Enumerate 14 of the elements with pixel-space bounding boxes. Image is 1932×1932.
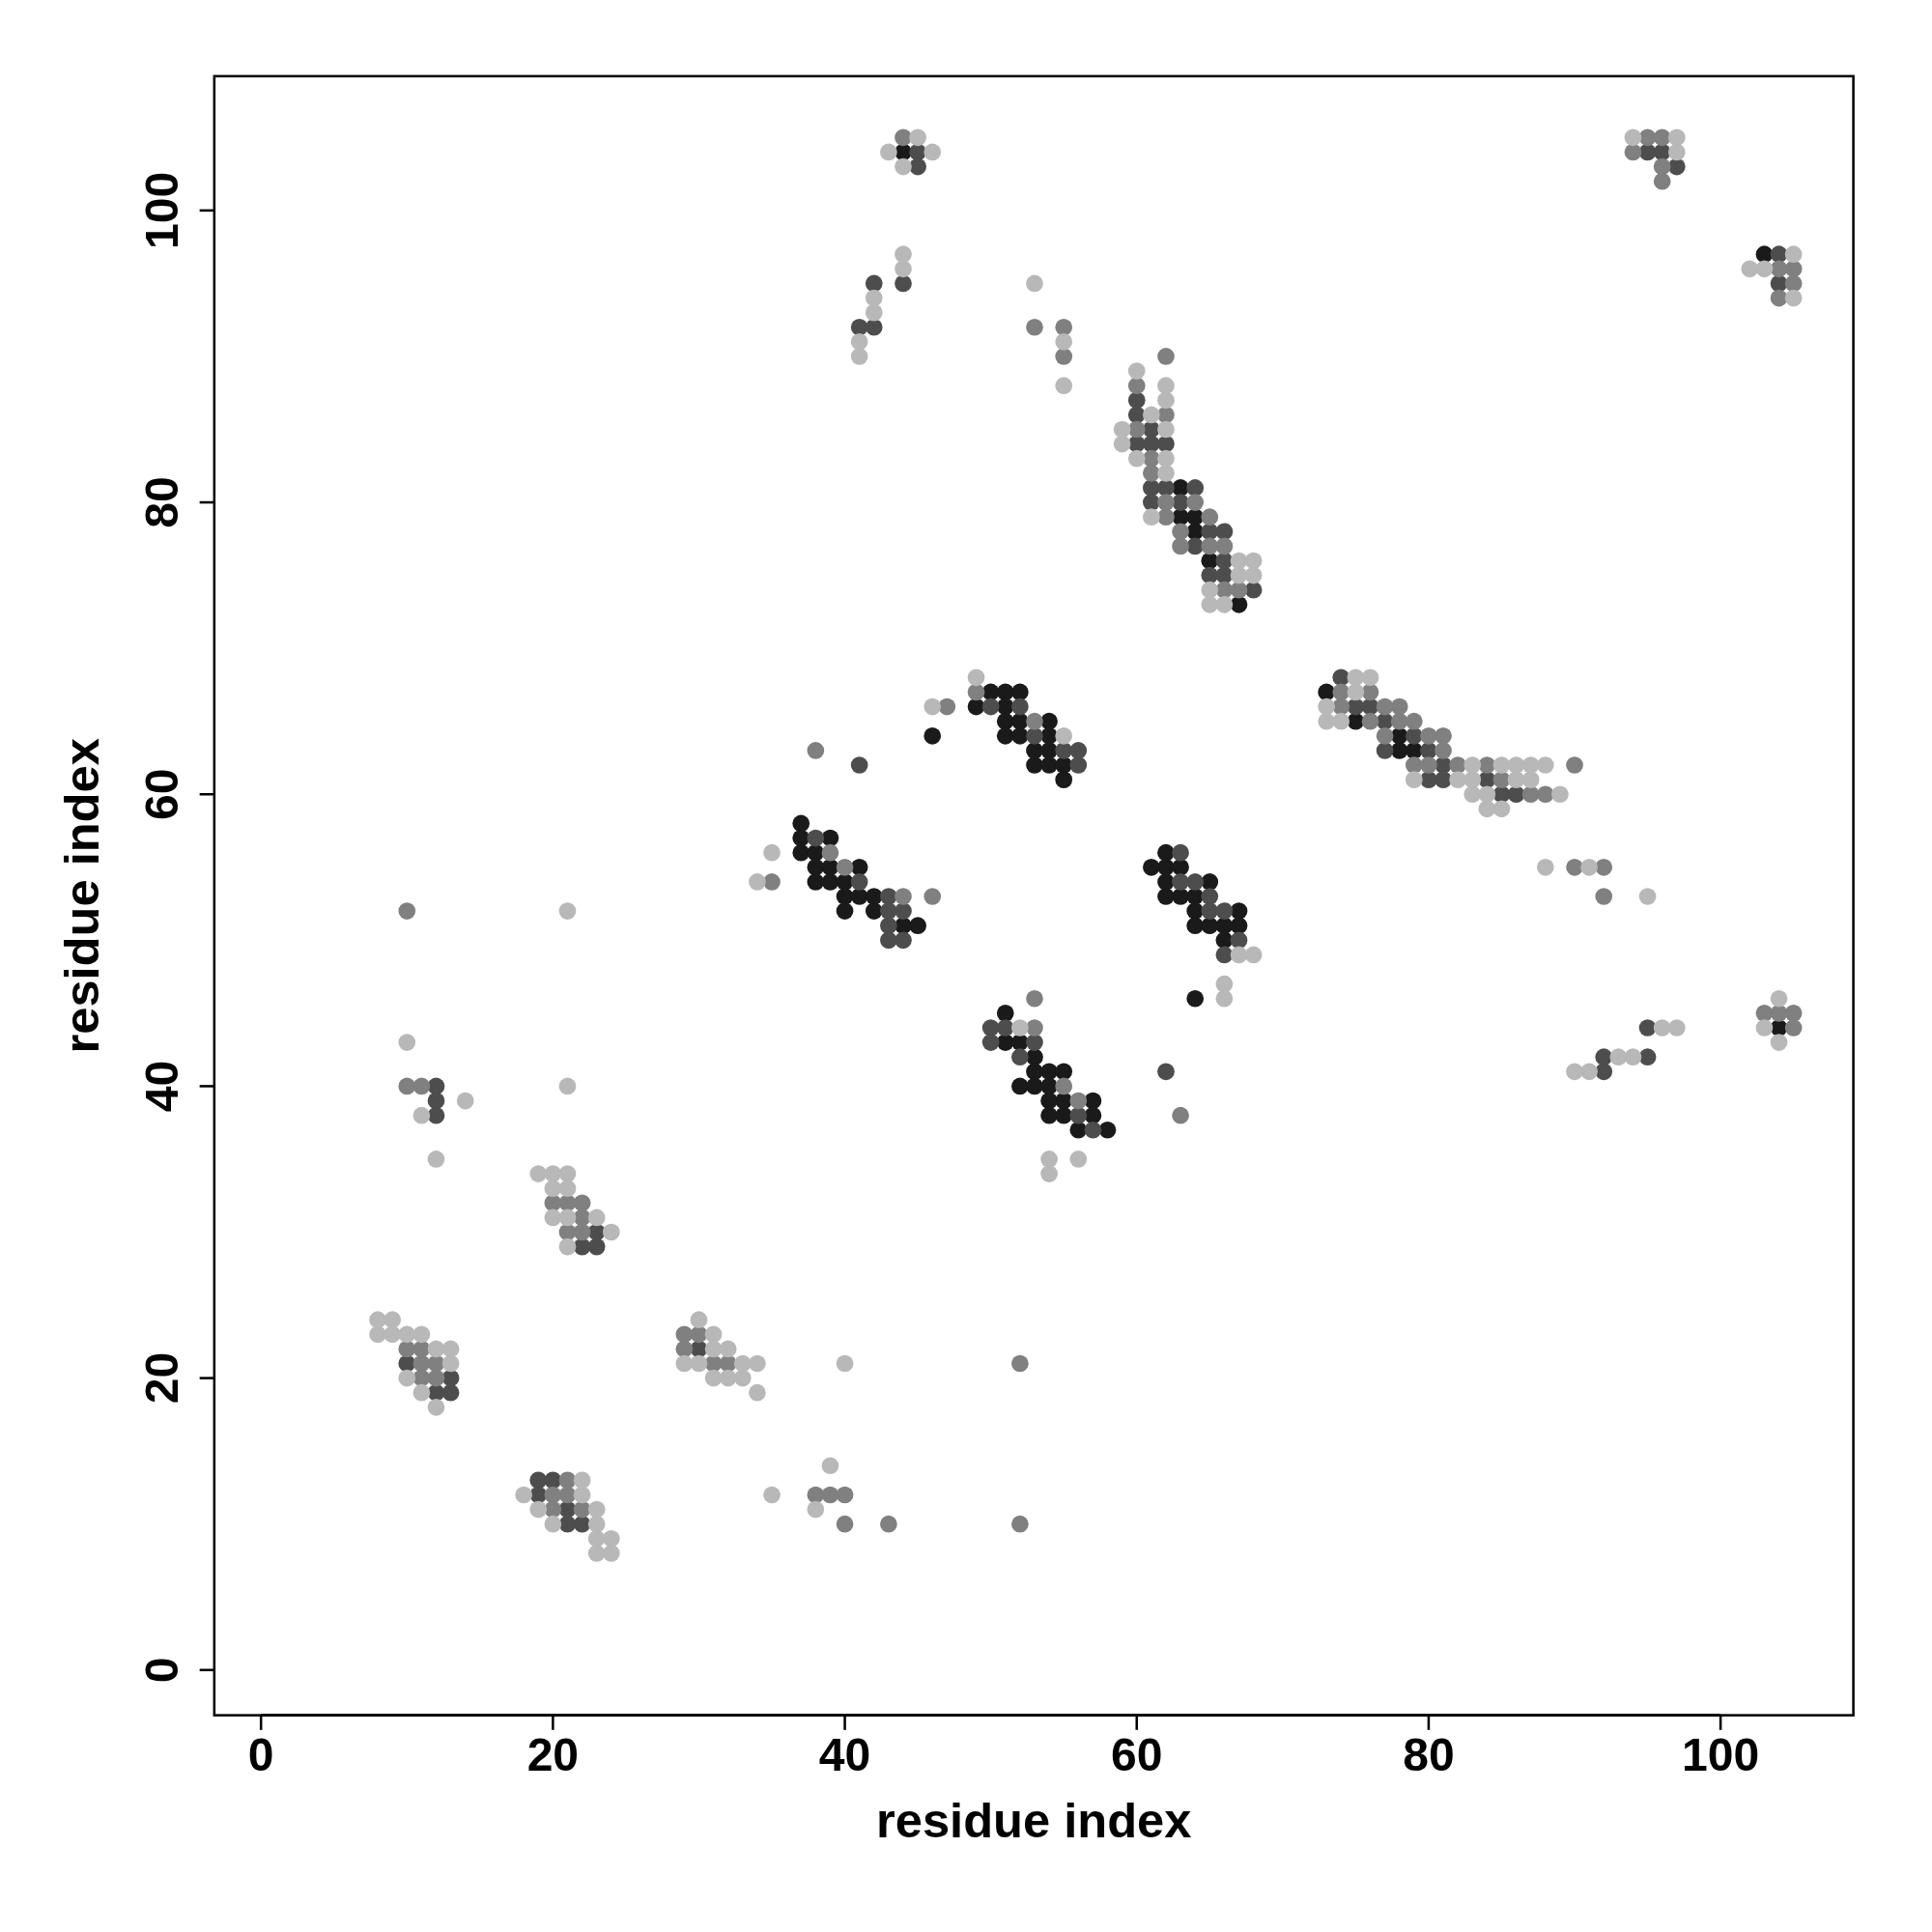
y-tick-label: 60 — [134, 768, 187, 820]
x-tick-label: 100 — [1682, 1727, 1760, 1780]
y-tick-label: 100 — [134, 171, 187, 249]
x-tick-label: 60 — [1111, 1727, 1163, 1780]
x-tick-label: 0 — [247, 1727, 274, 1780]
x-tick-label: 20 — [526, 1727, 580, 1780]
y-axis-title: residue index — [53, 738, 109, 1054]
x-tick-label: 80 — [1403, 1727, 1455, 1780]
y-tick-label: 20 — [134, 1351, 187, 1405]
y-tick-label: 40 — [134, 1060, 187, 1113]
y-tick-label: 80 — [134, 476, 187, 528]
x-tick-label: 40 — [818, 1727, 871, 1780]
y-tick-label: 0 — [134, 1657, 187, 1684]
x-axis-title: residue index — [876, 1793, 1192, 1849]
